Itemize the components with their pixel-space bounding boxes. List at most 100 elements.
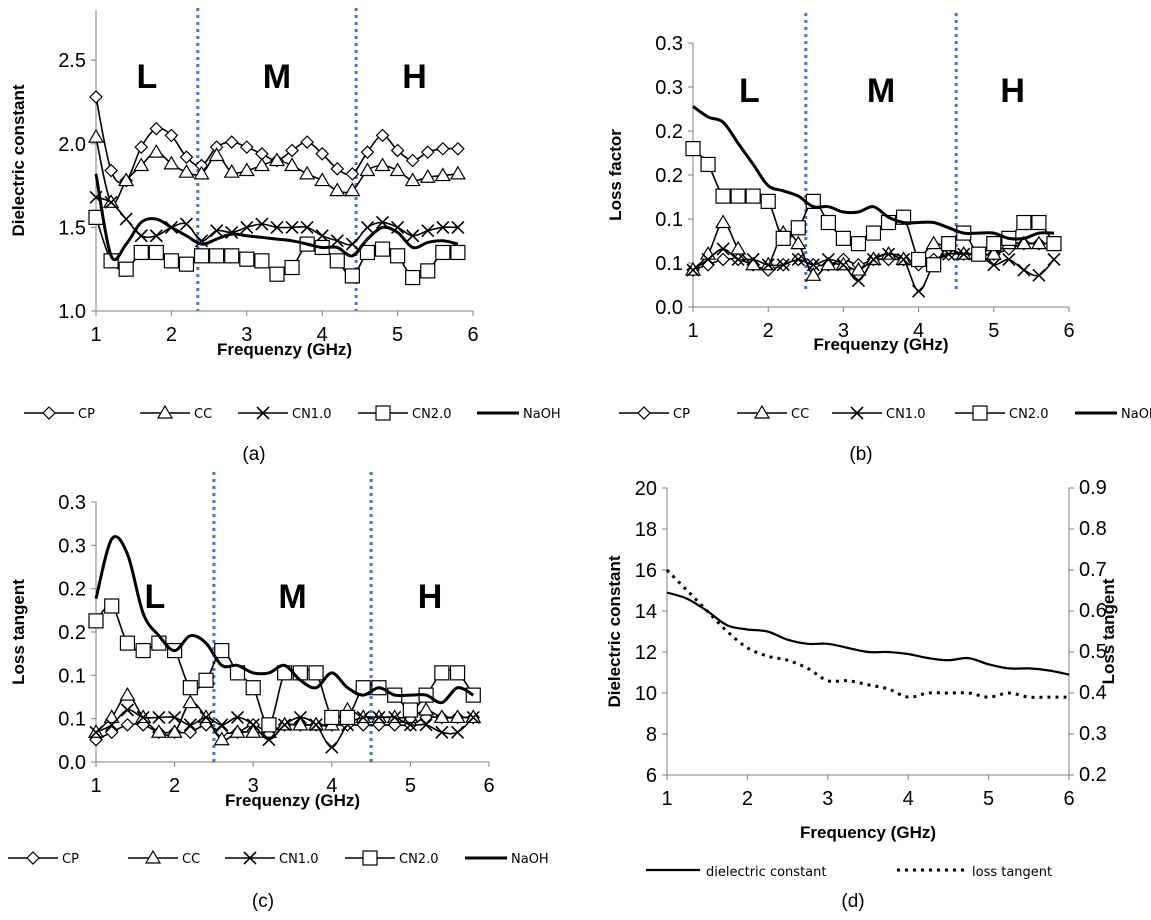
y-tick-label: 0.1 <box>58 709 86 731</box>
data-point-marker <box>390 143 405 158</box>
x-tick-label: 1 <box>90 775 101 797</box>
data-point-marker <box>451 141 465 156</box>
y-axis-title: Loss tangent <box>9 579 28 685</box>
region-label: M <box>263 58 291 96</box>
data-point-marker <box>388 710 402 724</box>
legend-label: CC <box>791 407 809 422</box>
series-loss-tangent <box>665 568 1069 699</box>
x-tick-label: 3 <box>822 788 833 810</box>
panel-label: (c) <box>252 891 274 912</box>
y-tick-label: 10 <box>635 683 657 705</box>
data-point-marker <box>224 135 239 149</box>
data-point-marker <box>987 258 1001 272</box>
data-point-marker <box>168 710 182 724</box>
data-point-marker <box>716 252 730 267</box>
data-point-marker <box>344 268 360 284</box>
data-point-marker <box>300 220 314 234</box>
chart-panel-2: 1 2 3 4 5 6 0.0 0.1 0.1 0.2 0.2 0.3 0.3 Frequenzy (GH… <box>606 13 1151 465</box>
x-tick-label: 6 <box>1063 788 1074 810</box>
series-cn1-0 <box>89 703 480 754</box>
data-point-marker <box>213 731 230 746</box>
data-point-marker <box>120 703 135 717</box>
data-point-marker <box>285 143 299 158</box>
data-point-marker <box>435 141 450 156</box>
legend-label: CC <box>182 852 200 867</box>
series-cc <box>684 214 1063 281</box>
data-point-marker <box>148 143 165 158</box>
data-point-marker <box>214 642 230 659</box>
legend-label: CP <box>62 852 79 867</box>
legend-marker <box>753 404 771 419</box>
data-point-marker <box>957 247 971 261</box>
region-label: H <box>1000 72 1025 110</box>
y-tick-label: 0.2 <box>58 622 86 644</box>
data-point-marker <box>881 247 896 261</box>
data-point-marker <box>775 230 791 246</box>
panel-label: (b) <box>849 444 872 465</box>
legend-label: NaOH <box>523 407 561 422</box>
data-point-marker <box>835 230 852 246</box>
y2-axis-title: Loss tangent <box>1099 578 1118 684</box>
x-axis-title: Frequenzy (GHz) <box>813 335 948 354</box>
data-point-marker <box>104 163 118 178</box>
data-point-marker <box>215 718 229 732</box>
data-point-marker <box>716 242 730 256</box>
y-tick-label: 0.0 <box>655 297 683 319</box>
y-tick-label: 14 <box>635 601 657 623</box>
series-line <box>95 136 458 205</box>
data-point-marker <box>104 195 118 209</box>
data-point-marker <box>986 236 1002 252</box>
data-point-marker <box>985 246 1002 260</box>
data-point-marker <box>118 172 135 187</box>
y-tick-label: 0.0 <box>58 752 86 774</box>
data-point-marker <box>850 236 867 252</box>
x-tick-label: 2 <box>166 324 177 346</box>
data-point-marker <box>198 672 214 688</box>
region-label: M <box>867 72 895 110</box>
x-tick-label: 3 <box>241 324 252 346</box>
legend-marker <box>972 405 988 421</box>
data-point-marker <box>253 157 270 172</box>
data-point-marker <box>435 244 451 261</box>
data-point-marker <box>329 182 346 197</box>
data-point-marker <box>118 261 134 277</box>
y-tick-label: 16 <box>635 560 657 582</box>
series-line <box>665 568 1069 699</box>
data-point-marker <box>434 167 451 182</box>
data-point-marker <box>403 718 417 732</box>
series-naoh <box>692 105 1055 241</box>
region-label: L <box>137 58 158 96</box>
y2-tick-label: 0.2 <box>1079 764 1107 786</box>
series-cn2-0 <box>88 209 466 286</box>
data-point-marker <box>941 236 957 252</box>
data-point-marker <box>246 718 260 732</box>
data-point-marker <box>224 248 240 264</box>
data-point-marker <box>135 642 151 659</box>
data-point-marker <box>1046 236 1062 252</box>
data-point-marker <box>421 224 435 238</box>
series-line <box>95 96 458 184</box>
data-point-marker <box>433 709 450 724</box>
data-point-marker <box>375 128 390 143</box>
y2-tick-label: 0.6 <box>1079 600 1107 622</box>
legend-label: CN1.0 <box>279 852 318 867</box>
data-point-marker <box>284 259 300 276</box>
data-point-marker <box>806 258 820 272</box>
data-point-marker <box>278 718 292 732</box>
data-point-marker <box>292 716 309 731</box>
data-point-marker <box>269 266 285 282</box>
data-point-marker <box>150 724 167 738</box>
data-point-marker <box>183 725 198 740</box>
data-point-marker <box>329 253 345 269</box>
data-point-marker <box>389 162 406 177</box>
data-point-marker <box>360 145 375 159</box>
data-point-marker <box>436 220 450 234</box>
data-point-marker <box>405 153 420 168</box>
x-tick-label: 6 <box>1063 320 1074 342</box>
data-point-marker <box>308 665 324 681</box>
data-point-marker <box>420 263 436 279</box>
data-point-marker <box>1015 235 1032 250</box>
data-point-marker <box>238 162 255 177</box>
